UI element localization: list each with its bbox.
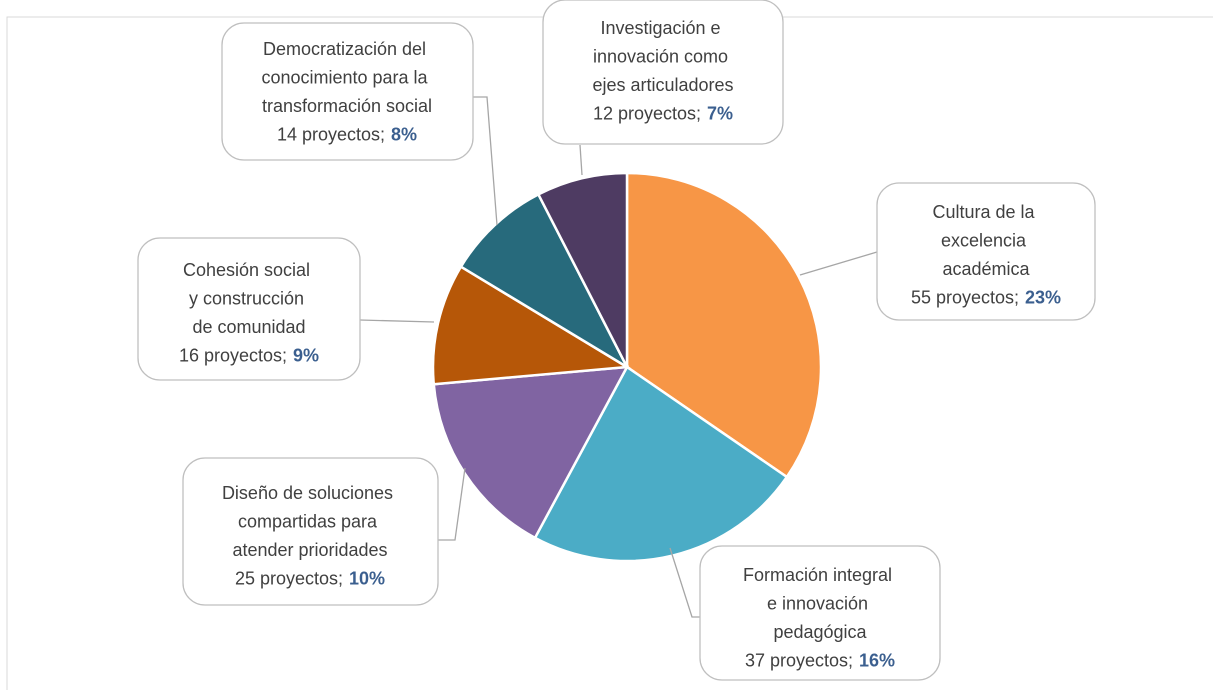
label-box [182,457,439,606]
share-label: 8% [391,124,417,144]
share-label: 23% [1025,287,1061,307]
category-label: Cultura de la excelencia académica [932,202,1039,279]
label-box [699,545,941,681]
category-label: Democratización del conocimiento para la… [261,39,432,116]
value-label: 25 proyectos; [235,568,343,588]
leader-line [473,96,498,226]
share-label: 7% [707,103,733,123]
category-label: Investigación e innovación como ejes art… [592,18,733,95]
value-label-line: 14 proyectos; 8% [277,124,417,144]
category-label: Formación integral e innovación pedagógi… [743,565,897,642]
pie-slice [432,365,630,540]
label-box [542,0,784,145]
label-box [876,182,1096,321]
share-label: 10% [349,568,385,588]
leader-line [438,467,466,541]
value-label: 12 proyectos; [593,103,701,123]
value-label: 14 proyectos; [277,124,385,144]
value-label: 37 proyectos; [745,650,853,670]
leader-line [579,144,583,176]
chart-border [6,16,1213,690]
leader-line [799,251,878,276]
share-label: 16% [859,650,895,670]
value-label-line: 25 proyectos; 10% [235,568,385,588]
pie-slice [431,264,631,386]
pie-slice [625,171,823,479]
value-label: 16 proyectos; [179,345,287,365]
label-box [137,237,361,381]
value-label-line: 12 proyectos; 7% [593,103,733,123]
pie [431,171,823,563]
label-box [221,22,474,161]
leader-line [669,547,700,618]
category-label: Diseño de soluciones compartidas para at… [222,483,398,560]
value-label-line: 37 proyectos; 16% [745,650,895,670]
value-label: 55 proyectos; [911,287,1019,307]
pie-slice [536,171,629,368]
value-label-line: 55 proyectos; 23% [911,287,1061,307]
share-label: 9% [293,345,319,365]
category-label: Cohesión social y construcción de comuni… [183,260,315,337]
leader-line [359,319,435,323]
value-label-line: 16 proyectos; 9% [179,345,319,365]
pie-slice [459,192,631,371]
data-labels: Cultura de la excelencia académica 55 pro… [137,0,1096,681]
